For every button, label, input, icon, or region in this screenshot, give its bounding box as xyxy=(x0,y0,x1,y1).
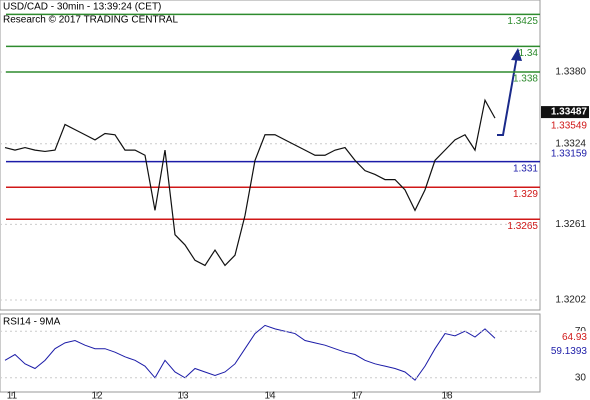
x-tick-label: 17 xyxy=(351,391,363,400)
price-tag-label: 64.93 xyxy=(562,332,587,343)
y-tick-label: 1.3202 xyxy=(555,295,586,306)
chart-title: USD/CAD - 30min - 13:39:24 (CET) xyxy=(3,2,161,13)
price-tag xyxy=(541,120,589,133)
level-label: 1.338 xyxy=(513,74,538,85)
level-label: 1.329 xyxy=(513,189,538,200)
price-tag-label: 1.33549 xyxy=(551,121,588,132)
rsi-line xyxy=(4,324,496,381)
x-tick-label: 18 xyxy=(441,391,453,400)
level-label: 1.3265 xyxy=(507,221,538,232)
y-tick-label: 1.3261 xyxy=(555,219,586,230)
chart-subtitle: Research © 2017 TRADING CENTRAL xyxy=(3,15,178,26)
price-tag xyxy=(541,106,589,119)
price-tag-label: 1.33159 xyxy=(551,149,588,160)
price-tag-label: 59.1393 xyxy=(551,346,588,357)
x-tick-label: 12 xyxy=(91,391,103,400)
level-label: 1.3425 xyxy=(507,16,538,27)
x-tick-label: 11 xyxy=(7,391,18,400)
price-tag xyxy=(541,148,589,161)
forecast-arrow xyxy=(497,49,519,136)
x-tick-label: 14 xyxy=(264,391,276,400)
level-label: 1.331 xyxy=(513,163,538,174)
y-tick-label: 1.3380 xyxy=(555,67,586,78)
level-label: 1.34 xyxy=(519,48,539,59)
y-tick-label: 1.3324 xyxy=(555,138,586,149)
price-tag xyxy=(541,331,589,344)
arrow-head xyxy=(511,48,522,61)
rsi-title: RSI14 - 9MA xyxy=(3,317,61,328)
price-tag-label: 1.33487 xyxy=(551,107,588,118)
price-tag xyxy=(541,345,589,358)
x-tick-label: 13 xyxy=(177,391,189,400)
price-panel xyxy=(0,0,541,311)
rsi-tick-label: 30 xyxy=(575,372,587,383)
rsi-panel xyxy=(0,313,541,393)
price-line xyxy=(4,98,496,267)
